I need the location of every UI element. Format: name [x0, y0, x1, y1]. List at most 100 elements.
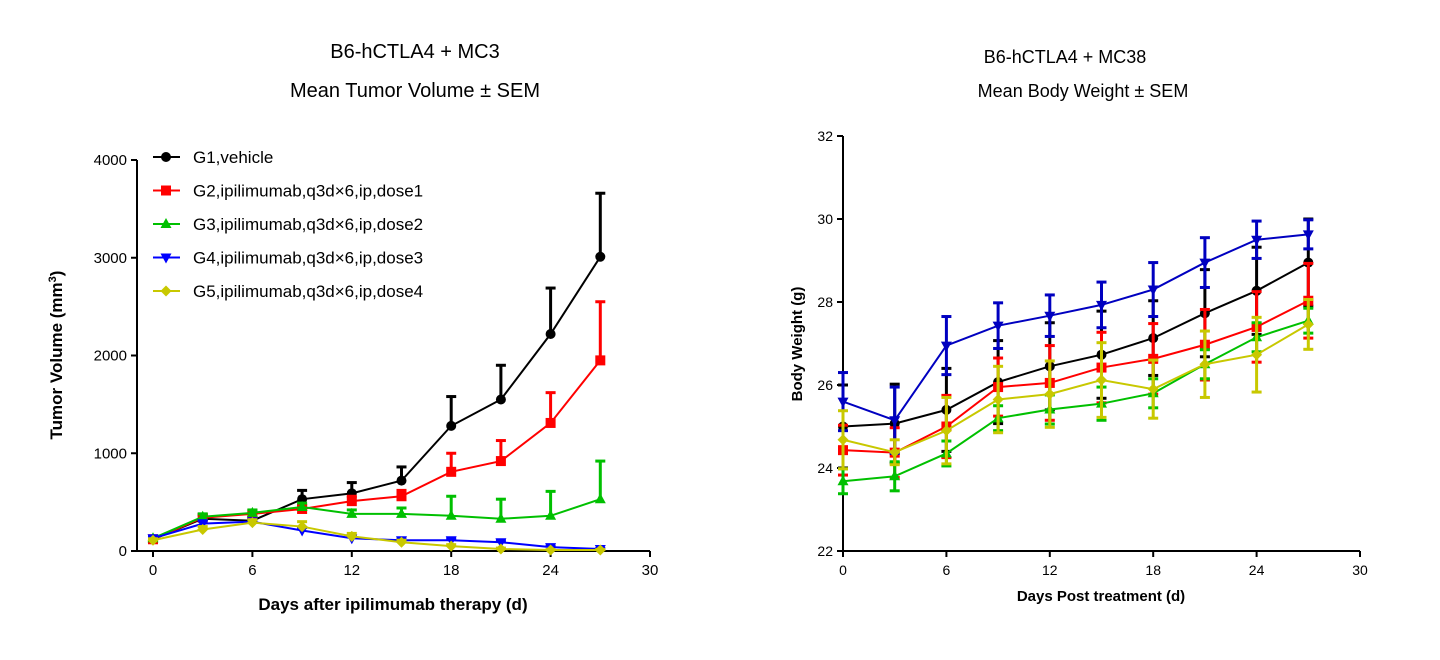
y-tick-label: 32 — [817, 128, 833, 144]
series-line — [842, 261, 1309, 428]
marker-triangle-up — [246, 506, 258, 517]
marker-triangle-down — [1096, 300, 1107, 311]
marker-triangle-down — [1251, 235, 1263, 246]
series-1 — [148, 191, 606, 545]
y-axis-label: Body Weight (g) — [789, 287, 806, 402]
marker-triangle-up — [445, 509, 457, 520]
marker-diamond — [992, 394, 1004, 406]
marker-triangle-up — [346, 507, 358, 518]
marker-triangle-up — [197, 510, 209, 521]
marker-diamond — [197, 523, 209, 535]
marker-triangle-up — [837, 475, 849, 486]
marker-square — [595, 355, 606, 366]
marker-circle — [161, 152, 171, 162]
marker-diamond — [1147, 383, 1159, 395]
marker-triangle-up — [495, 512, 507, 523]
x-tick-label: 30 — [642, 562, 659, 579]
y-axis-label: Tumor Volume (mm3) — [47, 271, 66, 440]
y-tick-label: 30 — [817, 211, 833, 227]
marker-diamond — [545, 544, 557, 556]
chart-subtitle: Mean Tumor Volume ± SEM — [290, 80, 540, 102]
y-tick-label: 3000 — [94, 250, 127, 267]
marker-diamond — [147, 534, 159, 546]
marker-circle — [396, 475, 407, 486]
marker-diamond — [889, 446, 901, 458]
x-tick-label: 6 — [248, 562, 256, 579]
x-tick-label: 30 — [1352, 562, 1368, 578]
y-tick-label: 1000 — [94, 445, 127, 462]
marker-triangle-up — [889, 470, 901, 481]
marker-square — [346, 496, 357, 507]
legend-label: G2,ipilimumab,q3d×6,ip,dose1 — [193, 182, 423, 201]
marker-diamond — [296, 521, 308, 533]
marker-square — [495, 456, 506, 467]
y-tick-label: 4000 — [94, 152, 127, 169]
marker-diamond — [1251, 349, 1263, 361]
marker-circle — [595, 251, 606, 262]
series-line — [842, 299, 1309, 454]
marker-triangle-up — [396, 507, 407, 518]
marker-diamond — [594, 544, 606, 556]
y-tick-label: 28 — [817, 294, 833, 310]
series-5 — [837, 298, 1314, 471]
marker-diamond — [445, 540, 457, 552]
marker-triangle-up — [160, 218, 172, 228]
marker-square — [161, 185, 171, 196]
marker-circle — [545, 328, 556, 339]
marker-triangle-down — [160, 253, 172, 264]
chart-title: B6-hCTLA4 + MC3 — [330, 41, 500, 63]
series-5 — [147, 517, 606, 556]
x-axis-label: Days Post treatment (d) — [1017, 588, 1185, 605]
x-tick-label: 6 — [943, 562, 951, 578]
chart-subtitle: Mean Body Weight ± SEM — [978, 81, 1189, 101]
x-tick-label: 24 — [542, 562, 559, 579]
marker-triangle-up — [296, 501, 308, 512]
marker-triangle-down — [1199, 258, 1211, 269]
y-tick-label: 22 — [817, 543, 833, 559]
marker-square — [545, 417, 556, 428]
marker-square — [396, 491, 407, 502]
marker-triangle-down — [1044, 311, 1056, 322]
series-line — [152, 359, 602, 541]
marker-diamond — [837, 434, 849, 446]
legend-label: G5,ipilimumab,q3d×6,ip,dose4 — [193, 282, 423, 301]
marker-diamond — [495, 543, 507, 555]
x-tick-label: 18 — [1145, 562, 1161, 578]
y-tick-label: 0 — [119, 543, 127, 560]
marker-triangle-down — [889, 416, 901, 427]
marker-diamond — [396, 536, 407, 548]
x-tick-label: 24 — [1249, 562, 1265, 578]
x-tick-label: 12 — [1042, 562, 1058, 578]
x-tick-label: 12 — [343, 562, 360, 579]
marker-circle — [446, 420, 457, 431]
y-tick-label: 2000 — [94, 348, 127, 365]
marker-diamond — [246, 517, 258, 529]
marker-square — [446, 466, 457, 477]
x-tick-label: 18 — [443, 562, 460, 579]
marker-triangle-down — [495, 538, 507, 549]
marker-diamond — [1302, 318, 1314, 330]
series-3 — [147, 459, 606, 543]
legend-label: G1,vehicle — [193, 148, 273, 167]
series-line — [842, 233, 1309, 422]
x-tick-label: 0 — [149, 562, 157, 579]
body-weight-chart: B6-hCTLA4 + MC38 Mean Body Weight ± SEM … — [789, 47, 1368, 605]
marker-triangle-down — [992, 321, 1004, 332]
legend-label: G3,ipilimumab,q3d×6,ip,dose2 — [193, 215, 423, 234]
marker-diamond — [1044, 388, 1056, 400]
series-4 — [837, 218, 1314, 455]
marker-diamond — [940, 425, 952, 437]
series-line — [842, 323, 1309, 454]
x-tick-label: 0 — [839, 562, 847, 578]
marker-diamond — [160, 285, 172, 297]
marker-circle — [495, 394, 506, 405]
marker-diamond — [1199, 358, 1211, 370]
series-1 — [838, 217, 1314, 470]
marker-triangle-down — [1302, 230, 1314, 241]
marker-diamond — [1096, 374, 1107, 386]
series-line — [152, 520, 601, 551]
y-tick-label: 26 — [817, 377, 833, 393]
marker-triangle-down — [940, 341, 952, 352]
